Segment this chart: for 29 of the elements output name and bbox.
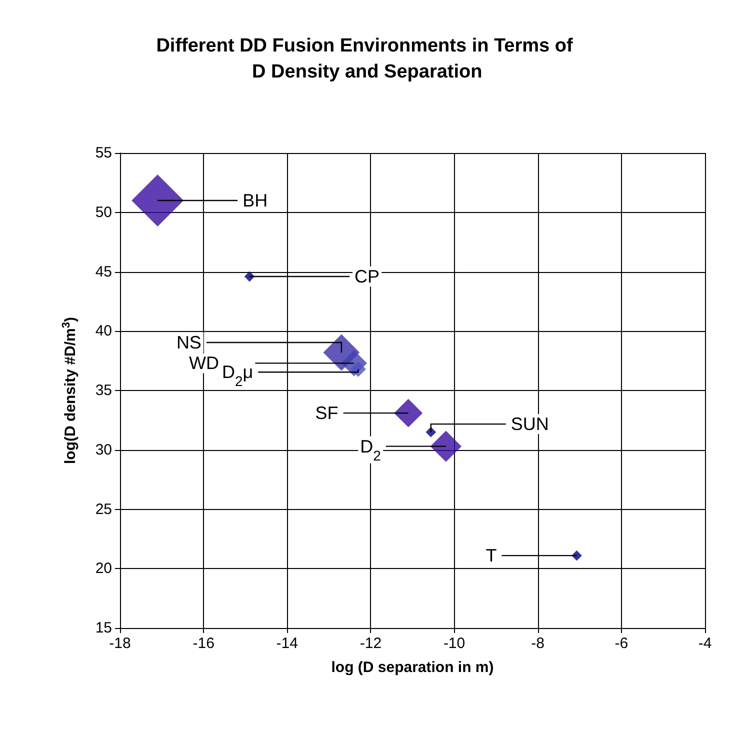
annotation: D$_{2}$ <box>360 436 382 464</box>
x-axis-title: log (D separation in m) <box>331 659 494 676</box>
annotation: SUN <box>510 414 549 434</box>
x-tick-label: -4 <box>698 635 712 652</box>
y-tick-label: 30 <box>95 441 112 458</box>
y-tick-label: 50 <box>95 204 112 221</box>
chart-title: Different DD Fusion Environments in Terms of D Density and Separation <box>156 36 574 82</box>
annotation: SF <box>315 403 338 424</box>
annotation: T <box>486 546 497 566</box>
y-tick-label: 45 <box>95 263 112 280</box>
annotation: D$_{2}$μ <box>222 362 254 390</box>
y-tick-label: 35 <box>95 382 112 399</box>
annotation: NS <box>176 332 202 352</box>
x-tick-label: -8 <box>531 635 545 652</box>
annotation: CP <box>354 266 380 286</box>
y-tick-label: 40 <box>95 322 112 340</box>
x-tick-label: -10 <box>443 635 466 652</box>
x-tick-label: -14 <box>276 635 298 652</box>
annotation: WD <box>189 353 219 374</box>
x-tick-label: -16 <box>192 635 214 652</box>
y-tick-label: 15 <box>95 620 112 636</box>
y-tick-label: 25 <box>95 500 112 518</box>
x-tick-label: -6 <box>614 635 628 652</box>
annotation: BH <box>242 190 268 210</box>
y-tick-label: 55 <box>95 144 112 162</box>
x-tick-label: -18 <box>109 635 131 652</box>
x-tick-label: -12 <box>360 635 382 652</box>
y-axis-title: log(D density #D/m3) <box>60 317 79 464</box>
y-tick-label: 20 <box>95 560 112 578</box>
